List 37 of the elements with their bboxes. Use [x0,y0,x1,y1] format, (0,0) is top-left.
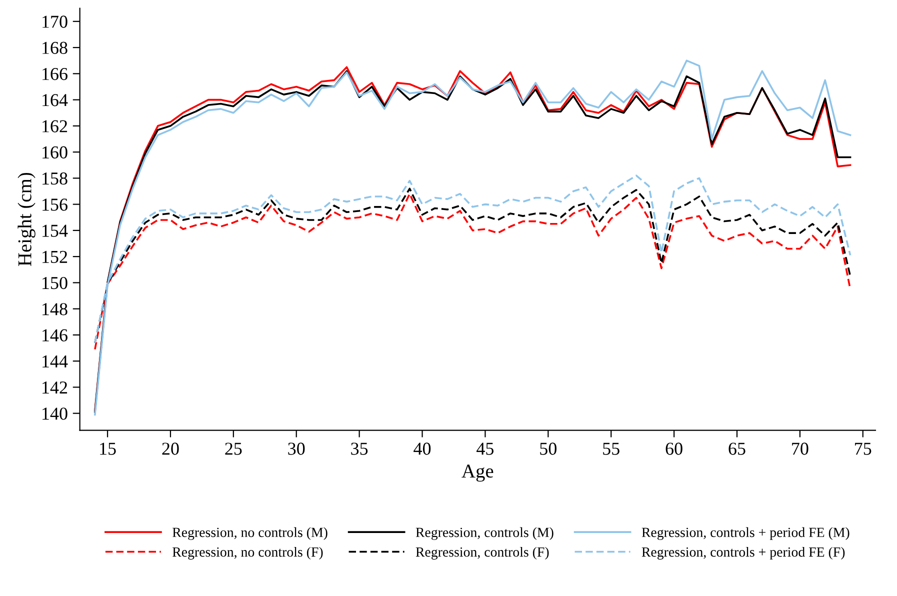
y-tick-label: 164 [42,94,68,106]
y-tick-label: 156 [42,198,68,211]
y-tick-label: 140 [42,408,68,420]
y-axis-title: Height (cm) [18,172,36,266]
x-tick-label: 35 [351,442,368,455]
y-tick-label: 148 [42,303,68,316]
y-tick-label: 166 [42,68,68,80]
x-tick-label: 25 [225,442,242,455]
x-tick-label: 55 [603,442,620,455]
y-tick-label: 158 [42,172,68,185]
x-tick-label: 70 [792,442,808,455]
y-tick-label: 154 [42,224,68,237]
x-tick-label: 45 [476,442,494,455]
x-tick-label: 20 [162,442,179,455]
y-tick-label: 168 [42,42,68,54]
y-tick-label: 162 [42,120,68,132]
y-tick-label: 170 [42,16,68,28]
x-tick-label: 75 [855,442,872,455]
y-tick-label: 144 [42,355,68,368]
legend-label: Regression, controls (M) [416,527,554,540]
x-tick-label: 30 [288,442,305,455]
x-tick-label: 40 [414,442,431,455]
y-tick-label: 146 [42,329,68,342]
y-tick-label: 150 [42,276,68,290]
x-tick-label: 50 [540,442,556,455]
legend-label: Regression, controls (F) [416,546,549,560]
y-tick-label: 142 [42,382,68,394]
x-tick-label: 60 [666,442,682,455]
y-tick-label: 152 [42,250,68,264]
x-tick-label: 65 [728,442,746,455]
legend-label: Regression, controls + period FE (F) [642,546,845,560]
x-tick-label: 15 [100,442,116,455]
y-tick-label: 160 [42,146,68,158]
legend-label: Regression, no controls (M) [172,527,328,540]
legend-label: Regression, controls + period FE (M) [642,527,850,540]
x-axis-title: Age [462,464,494,482]
legend-label: Regression, no controls (F) [172,546,323,560]
